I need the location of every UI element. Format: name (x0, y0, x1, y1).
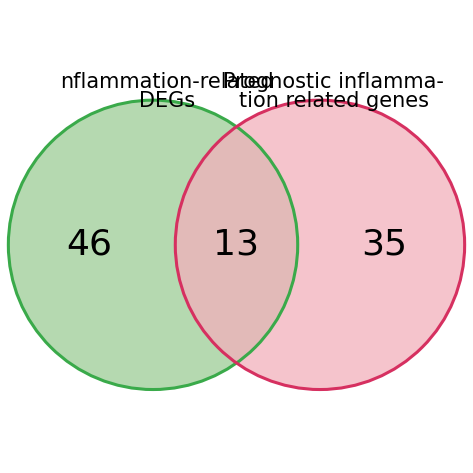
Text: 46: 46 (66, 228, 112, 262)
Text: Prognostic inflamma-: Prognostic inflamma- (223, 72, 444, 92)
Text: nflammation-related: nflammation-related (60, 72, 274, 92)
Circle shape (9, 100, 298, 390)
Text: DEGs: DEGs (139, 91, 195, 111)
Text: 35: 35 (361, 228, 407, 262)
Text: 13: 13 (213, 228, 260, 262)
Circle shape (175, 100, 464, 390)
Text: tion related genes: tion related genes (239, 91, 429, 111)
